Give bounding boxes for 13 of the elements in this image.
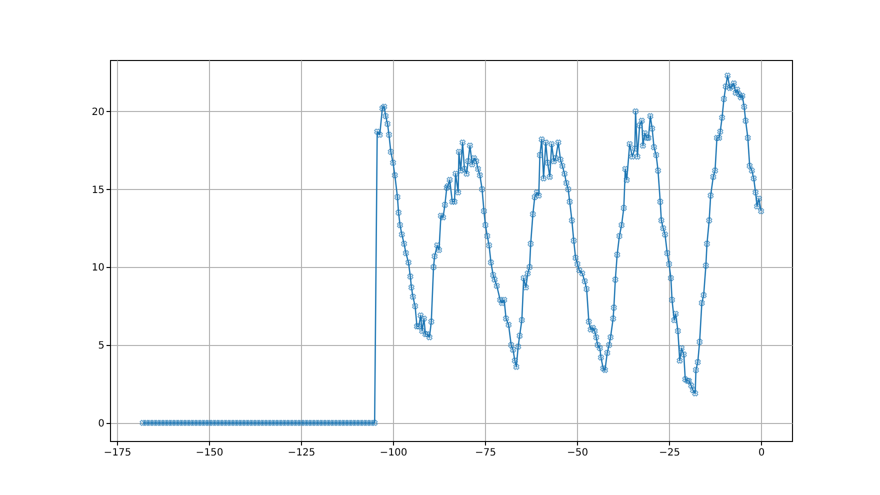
x-tick-label: 0 [758, 448, 765, 458]
x-tick-label: −175 [104, 448, 132, 458]
x-tick-label: −75 [474, 448, 496, 458]
x-tick-label: −125 [288, 448, 316, 458]
y-tick-label: 0 [98, 418, 104, 430]
y-tick-label: 10 [92, 262, 104, 274]
y-tick-label: 15 [92, 184, 104, 196]
x-tick-label: −25 [659, 448, 680, 458]
y-tick-label: 5 [98, 340, 104, 352]
x-tick-label: −50 [567, 448, 588, 458]
x-tick-label: −100 [380, 448, 408, 458]
y-tick-label: 20 [92, 106, 104, 118]
x-tick-label: −150 [196, 448, 224, 458]
